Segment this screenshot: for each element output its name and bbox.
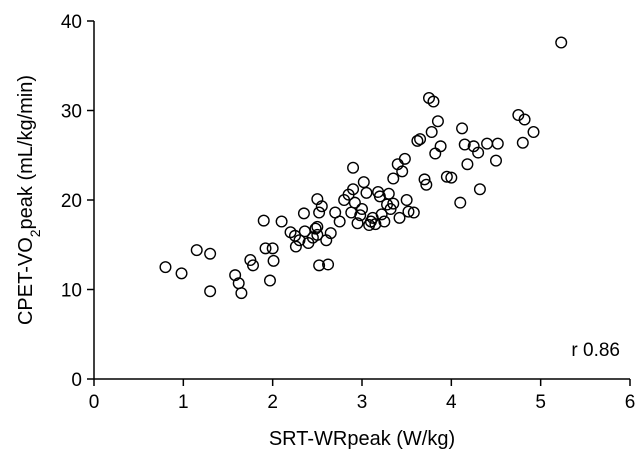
x-tick-label: 3 xyxy=(357,392,368,413)
data-point xyxy=(411,134,424,147)
data-point xyxy=(418,173,431,186)
data-point xyxy=(490,154,503,167)
x-tick-label: 6 xyxy=(625,392,636,413)
data-point xyxy=(378,215,391,228)
data-point xyxy=(467,140,480,153)
x-tick-label: 2 xyxy=(267,392,278,413)
x-tick-label: 5 xyxy=(535,392,546,413)
data-point xyxy=(420,178,433,191)
data-point xyxy=(398,152,411,165)
data-point xyxy=(313,259,326,272)
y-tick-label: 0 xyxy=(71,370,82,391)
ticks: 0 1 2 3 4 5 6 0 10 20 30 40 xyxy=(61,12,635,413)
data-point xyxy=(396,165,409,178)
data-point xyxy=(491,137,504,150)
data-point xyxy=(512,108,525,121)
x-axis-title: SRT-WRpeak (W/kg) xyxy=(269,428,455,450)
y-tick-label: 20 xyxy=(61,191,82,212)
data-point xyxy=(440,170,453,183)
data-point xyxy=(324,227,337,240)
data-point xyxy=(407,206,420,219)
data-point xyxy=(266,242,279,255)
y-axis-title-post: peak (mL/kg/min) xyxy=(15,75,37,230)
y-axis-title: CPET-VO2peak (mL/kg/min) xyxy=(15,75,43,325)
axes xyxy=(93,21,630,380)
data-point xyxy=(375,208,388,221)
data-point xyxy=(311,228,324,241)
data-point xyxy=(473,183,486,196)
data-point xyxy=(472,146,485,159)
y-tick-label: 10 xyxy=(61,281,82,302)
data-point xyxy=(315,200,328,213)
data-points xyxy=(159,36,568,300)
data-point xyxy=(235,287,248,300)
x-tick-label: 0 xyxy=(89,392,100,413)
data-point xyxy=(400,193,413,206)
data-point xyxy=(311,220,324,233)
data-point xyxy=(357,176,370,189)
data-point xyxy=(313,206,326,219)
y-tick-label: 40 xyxy=(61,12,82,33)
x-tick-label: 4 xyxy=(446,392,457,413)
data-point xyxy=(298,225,311,238)
data-point xyxy=(425,125,438,138)
data-point xyxy=(481,137,494,150)
data-point xyxy=(259,242,272,255)
data-point xyxy=(387,172,400,185)
data-point xyxy=(347,183,360,196)
data-point xyxy=(516,136,529,149)
data-point xyxy=(434,140,447,153)
data-point xyxy=(351,217,364,230)
data-point xyxy=(190,244,203,257)
data-point xyxy=(431,115,444,128)
data-point xyxy=(429,147,442,160)
data-point xyxy=(356,202,369,215)
data-point xyxy=(159,261,172,274)
data-point xyxy=(373,190,386,203)
data-point xyxy=(461,158,474,171)
data-point xyxy=(204,247,217,260)
data-point xyxy=(369,218,382,231)
data-point xyxy=(333,215,346,228)
data-point xyxy=(518,113,531,126)
correlation-annotation: r 0.86 xyxy=(571,340,620,361)
data-point xyxy=(309,222,322,235)
y-axis-title-sub: 2 xyxy=(27,229,43,237)
data-point xyxy=(454,196,467,209)
data-point xyxy=(527,125,540,138)
data-point xyxy=(354,209,367,222)
data-point xyxy=(445,171,458,184)
data-point xyxy=(289,240,302,253)
data-point xyxy=(360,186,373,199)
data-point xyxy=(414,133,427,146)
y-tick-label: 30 xyxy=(61,102,82,123)
data-point xyxy=(347,161,360,174)
data-point xyxy=(229,269,242,282)
data-point xyxy=(382,187,395,200)
data-point xyxy=(297,207,310,220)
data-point xyxy=(458,138,471,151)
data-point xyxy=(257,214,270,227)
data-point xyxy=(293,234,306,247)
data-point xyxy=(387,197,400,210)
data-point xyxy=(204,285,217,298)
data-point xyxy=(322,258,335,271)
data-point xyxy=(267,254,280,267)
data-point xyxy=(275,215,288,228)
data-point xyxy=(402,205,415,218)
data-point xyxy=(393,211,406,224)
data-point xyxy=(175,267,188,280)
data-point xyxy=(555,36,568,49)
y-axis-title-pre: CPET-VO xyxy=(15,237,37,325)
data-point xyxy=(263,274,276,287)
x-tick-label: 1 xyxy=(178,392,189,413)
data-point xyxy=(456,122,469,135)
data-point xyxy=(348,196,361,209)
data-point xyxy=(427,95,440,108)
data-point xyxy=(247,259,260,272)
